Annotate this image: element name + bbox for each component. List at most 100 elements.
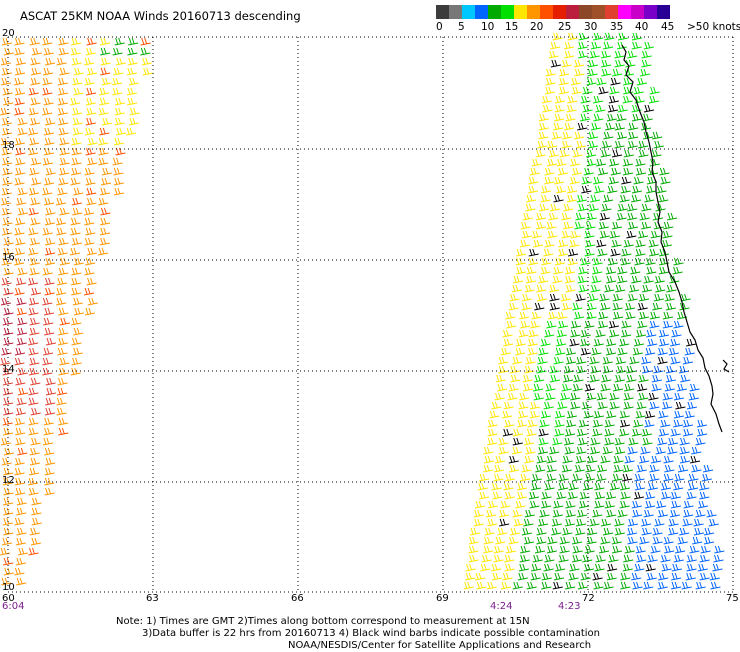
wind-barb xyxy=(83,287,95,296)
wind-barb xyxy=(626,527,638,536)
wind-barb xyxy=(589,518,600,527)
wind-barb xyxy=(558,68,570,77)
wind-barb xyxy=(541,581,552,590)
wind-barb xyxy=(549,302,560,311)
wind-barb xyxy=(677,536,688,545)
wind-barb xyxy=(508,536,519,545)
wind-barb xyxy=(652,302,663,311)
wind-barb xyxy=(554,410,566,419)
wind-barb xyxy=(84,77,95,86)
legend-swatch xyxy=(657,5,670,19)
wind-barb xyxy=(546,320,557,329)
wind-barb xyxy=(28,247,39,256)
wind-barb xyxy=(643,41,654,50)
wind-barb xyxy=(57,187,68,196)
wind-barb xyxy=(547,230,558,239)
wind-barb xyxy=(614,140,625,149)
wind-barb xyxy=(518,563,529,572)
wind-barb xyxy=(622,167,634,176)
wind-barb xyxy=(519,545,531,554)
wind-barb xyxy=(43,317,54,326)
wind-barb xyxy=(567,95,578,104)
wind-barb xyxy=(481,554,492,563)
wind-barb xyxy=(554,428,565,437)
wind-barb xyxy=(519,554,530,563)
wind-barb xyxy=(670,581,682,590)
wind-barb xyxy=(28,477,39,486)
wind-barb xyxy=(28,547,39,556)
wind-barb xyxy=(126,127,137,136)
wind-barb xyxy=(14,287,25,296)
wind-barb xyxy=(483,536,494,545)
wind-barb xyxy=(500,500,511,509)
wind-barb xyxy=(71,37,82,46)
wind-barb xyxy=(621,329,632,338)
wind-barb xyxy=(44,177,55,186)
wind-barb xyxy=(682,356,693,365)
wind-barb xyxy=(528,176,539,185)
wind-barb xyxy=(500,581,512,590)
wind-barb xyxy=(561,383,572,392)
wind-barb xyxy=(633,419,644,428)
wind-barb xyxy=(605,122,616,131)
wind-barb xyxy=(692,536,703,545)
wind-barb xyxy=(638,293,650,302)
wind-barb xyxy=(576,194,587,203)
wind-barb xyxy=(627,293,638,302)
wind-barb xyxy=(586,392,597,401)
wind-barb xyxy=(631,185,643,194)
time-label-mid: 4:24 xyxy=(490,601,512,612)
wind-barb xyxy=(565,509,576,518)
wind-barb xyxy=(686,491,697,500)
wind-barb xyxy=(522,212,533,221)
legend-swatch xyxy=(436,5,449,19)
legend-swatch xyxy=(475,5,488,19)
wind-barb xyxy=(487,518,498,527)
wind-barb xyxy=(58,37,69,46)
wind-barb xyxy=(646,329,657,338)
wind-barb xyxy=(604,428,615,437)
wind-barb xyxy=(516,248,527,257)
wind-barb xyxy=(100,47,111,56)
wind-barb xyxy=(99,87,110,96)
wind-barb xyxy=(600,518,612,527)
wind-barb xyxy=(85,87,97,96)
left-swath xyxy=(0,37,160,595)
wind-barb xyxy=(538,275,549,284)
wind-barb xyxy=(701,473,712,482)
wind-barb xyxy=(541,491,552,500)
wind-barb xyxy=(15,167,26,176)
wind-barb xyxy=(564,266,576,275)
wind-barb xyxy=(673,392,684,401)
wind-barb xyxy=(591,347,602,356)
wind-barb xyxy=(518,401,529,410)
wind-barb xyxy=(679,437,690,446)
wind-barb xyxy=(680,293,691,302)
wind-barb xyxy=(652,536,663,545)
legend-swatch xyxy=(605,5,618,19)
wind-barb xyxy=(597,401,608,410)
wind-barb xyxy=(641,518,652,527)
wind-barb xyxy=(587,68,598,77)
wind-barb xyxy=(497,383,508,392)
wind-barb xyxy=(526,266,537,275)
wind-barb xyxy=(652,212,663,221)
wind-barb xyxy=(622,464,634,473)
wind-barb xyxy=(28,337,39,346)
wind-barb xyxy=(487,419,498,428)
wind-barb xyxy=(586,302,597,311)
wind-barb xyxy=(583,410,594,419)
wind-barb xyxy=(55,217,67,226)
wind-barb xyxy=(567,248,579,257)
wind-barb xyxy=(612,311,624,320)
legend-swatch xyxy=(553,5,566,19)
wind-barb xyxy=(648,95,660,104)
wind-barb xyxy=(619,419,631,428)
wind-barb xyxy=(596,239,607,248)
wind-barb xyxy=(563,437,575,446)
wind-barb xyxy=(498,356,509,365)
wind-barb xyxy=(45,387,57,396)
wind-barb xyxy=(590,194,601,203)
wind-barb xyxy=(99,127,110,136)
wind-barb xyxy=(620,185,631,194)
